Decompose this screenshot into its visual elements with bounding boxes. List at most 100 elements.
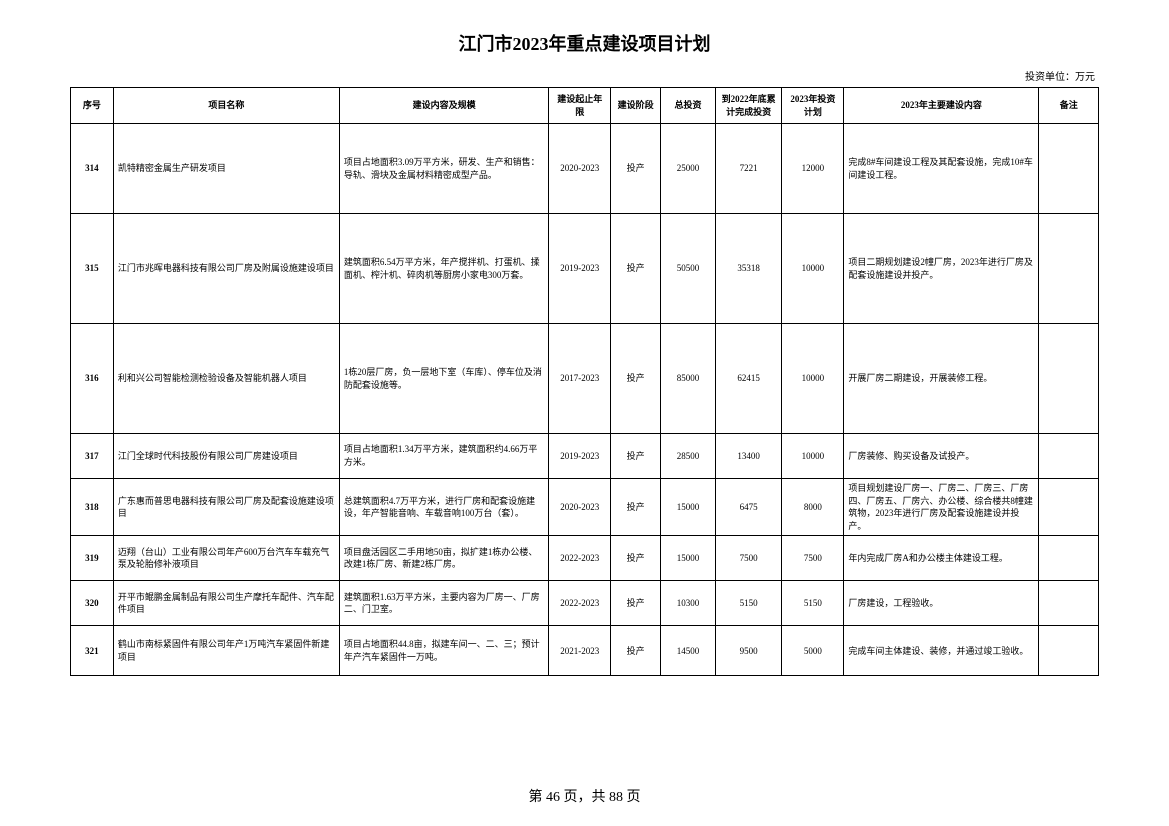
cell-plan: 7500 [782,536,844,581]
cell-main: 开展厂房二期建设，开展装修工程。 [844,324,1039,434]
cell-plan: 8000 [782,479,844,536]
col-period: 建设起止年限 [549,88,611,124]
col-phase: 建设阶段 [611,88,661,124]
cell-phase: 投产 [611,434,661,479]
cell-name: 凯特精密金属生产研发项目 [113,124,339,214]
cell-period: 2020-2023 [549,479,611,536]
cell-done: 6475 [715,479,782,536]
table-row: 319迈翔（台山）工业有限公司年产600万台汽车车载充气泵及轮胎修补液项目项目盘… [71,536,1099,581]
cell-seq: 321 [71,626,114,676]
cell-period: 2020-2023 [549,124,611,214]
cell-content: 建筑面积1.63万平方米，主要内容为厂房一、厂房二、门卫室。 [339,581,548,626]
cell-phase: 投产 [611,124,661,214]
cell-seq: 314 [71,124,114,214]
cell-total: 25000 [661,124,716,214]
cell-remark [1039,536,1099,581]
cell-name: 江门市兆晖电器科技有限公司厂房及附属设施建设项目 [113,214,339,324]
cell-main: 项目二期规划建设2幢厂房，2023年进行厂房及配套设施建设并投产。 [844,214,1039,324]
cell-main: 年内完成厂房A和办公楼主体建设工程。 [844,536,1039,581]
cell-total: 28500 [661,434,716,479]
cell-plan: 12000 [782,124,844,214]
cell-total: 14500 [661,626,716,676]
cell-content: 项目占地面积1.34万平方米，建筑面积约4.66万平方米。 [339,434,548,479]
cell-plan: 5150 [782,581,844,626]
cell-content: 1栋20层厂房，负一层地下室（车库）、停车位及消防配套设施等。 [339,324,548,434]
project-table: 序号 项目名称 建设内容及规模 建设起止年限 建设阶段 总投资 到2022年底累… [70,87,1099,676]
cell-period: 2022-2023 [549,581,611,626]
cell-phase: 投产 [611,324,661,434]
col-name: 项目名称 [113,88,339,124]
cell-content: 项目占地面积44.8亩，拟建车间一、二、三；预计年产汽车紧固件一万吨。 [339,626,548,676]
cell-phase: 投产 [611,581,661,626]
cell-main: 项目规划建设厂房一、厂房二、厂房三、厂房四、厂房五、厂房六、办公楼、综合楼共8幢… [844,479,1039,536]
cell-total: 15000 [661,536,716,581]
cell-done: 5150 [715,581,782,626]
cell-name: 鹤山市南标紧固件有限公司年产1万吨汽车紧固件新建项目 [113,626,339,676]
page-title: 江门市2023年重点建设项目计划 [70,30,1099,56]
col-plan: 2023年投资计划 [782,88,844,124]
cell-done: 9500 [715,626,782,676]
cell-seq: 316 [71,324,114,434]
cell-remark [1039,626,1099,676]
cell-period: 2019-2023 [549,434,611,479]
cell-name: 利和兴公司智能检测检验设备及智能机器人项目 [113,324,339,434]
cell-content: 项目盘活园区二手用地50亩，拟扩建1栋办公楼、改建1栋厂房、新建2栋厂房。 [339,536,548,581]
col-seq: 序号 [71,88,114,124]
page-footer: 第 46 页，共 88 页 [0,786,1169,806]
cell-total: 85000 [661,324,716,434]
cell-total: 10300 [661,581,716,626]
cell-content: 建筑面积6.54万平方米，年产搅拌机、打蛋机、揉面机、榨汁机、碎肉机等厨房小家电… [339,214,548,324]
cell-content: 项目占地面积3.09万平方米，研发、生产和销售：导轨、滑块及金属材料精密成型产品… [339,124,548,214]
cell-seq: 318 [71,479,114,536]
cell-remark [1039,479,1099,536]
cell-remark [1039,434,1099,479]
table-row: 321鹤山市南标紧固件有限公司年产1万吨汽车紧固件新建项目项目占地面积44.8亩… [71,626,1099,676]
col-main: 2023年主要建设内容 [844,88,1039,124]
cell-remark [1039,581,1099,626]
cell-main: 厂房装修、购买设备及试投产。 [844,434,1039,479]
cell-done: 7500 [715,536,782,581]
cell-phase: 投产 [611,536,661,581]
cell-phase: 投产 [611,479,661,536]
cell-plan: 10000 [782,324,844,434]
cell-main: 完成8#车间建设工程及其配套设施，完成10#车间建设工程。 [844,124,1039,214]
table-row: 318广东惠而普思电器科技有限公司厂房及配套设施建设项目总建筑面积4.7万平方米… [71,479,1099,536]
cell-content: 总建筑面积4.7万平方米，进行厂房和配套设施建设，年产智能音响、车载音响100万… [339,479,548,536]
cell-name: 广东惠而普思电器科技有限公司厂房及配套设施建设项目 [113,479,339,536]
cell-seq: 320 [71,581,114,626]
cell-plan: 10000 [782,434,844,479]
cell-period: 2021-2023 [549,626,611,676]
col-total: 总投资 [661,88,716,124]
cell-done: 13400 [715,434,782,479]
cell-main: 完成车间主体建设、装修，并通过竣工验收。 [844,626,1039,676]
cell-name: 江门全球时代科技股份有限公司厂房建设项目 [113,434,339,479]
table-row: 316利和兴公司智能检测检验设备及智能机器人项目1栋20层厂房，负一层地下室（车… [71,324,1099,434]
col-content: 建设内容及规模 [339,88,548,124]
cell-plan: 10000 [782,214,844,324]
cell-plan: 5000 [782,626,844,676]
cell-period: 2019-2023 [549,214,611,324]
table-row: 320开平市鲲鹏金属制品有限公司生产摩托车配件、汽车配件项目建筑面积1.63万平… [71,581,1099,626]
table-row: 315江门市兆晖电器科技有限公司厂房及附属设施建设项目建筑面积6.54万平方米，… [71,214,1099,324]
cell-period: 2017-2023 [549,324,611,434]
cell-main: 厂房建设，工程验收。 [844,581,1039,626]
cell-remark [1039,214,1099,324]
cell-remark [1039,124,1099,214]
col-done: 到2022年底累计完成投资 [715,88,782,124]
cell-seq: 317 [71,434,114,479]
cell-done: 62415 [715,324,782,434]
cell-seq: 315 [71,214,114,324]
cell-phase: 投产 [611,214,661,324]
cell-total: 50500 [661,214,716,324]
cell-phase: 投产 [611,626,661,676]
cell-seq: 319 [71,536,114,581]
cell-period: 2022-2023 [549,536,611,581]
col-remark: 备注 [1039,88,1099,124]
cell-total: 15000 [661,479,716,536]
cell-remark [1039,324,1099,434]
unit-note: 投资单位：万元 [70,68,1099,83]
cell-name: 开平市鲲鹏金属制品有限公司生产摩托车配件、汽车配件项目 [113,581,339,626]
cell-done: 7221 [715,124,782,214]
table-header-row: 序号 项目名称 建设内容及规模 建设起止年限 建设阶段 总投资 到2022年底累… [71,88,1099,124]
table-row: 317江门全球时代科技股份有限公司厂房建设项目项目占地面积1.34万平方米，建筑… [71,434,1099,479]
